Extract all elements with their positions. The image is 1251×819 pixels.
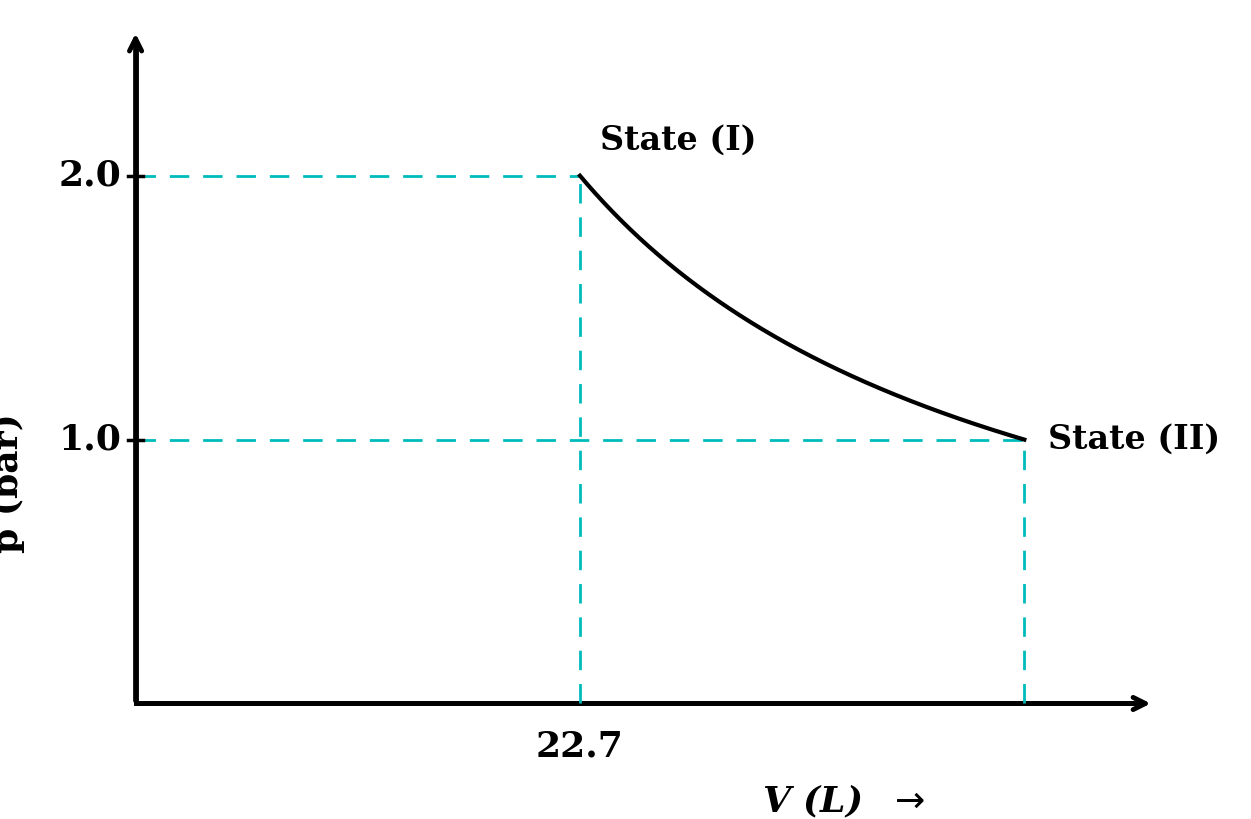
Text: State (II): State (II) — [1048, 423, 1220, 456]
Text: 1.0: 1.0 — [59, 423, 121, 457]
Text: 22.7: 22.7 — [535, 730, 624, 764]
Text: 2.0: 2.0 — [59, 159, 121, 192]
Text: State (I): State (I) — [599, 124, 756, 157]
Text: V (L)  $\rightarrow$: V (L) $\rightarrow$ — [762, 783, 924, 819]
Text: p (bar): p (bar) — [0, 414, 25, 553]
